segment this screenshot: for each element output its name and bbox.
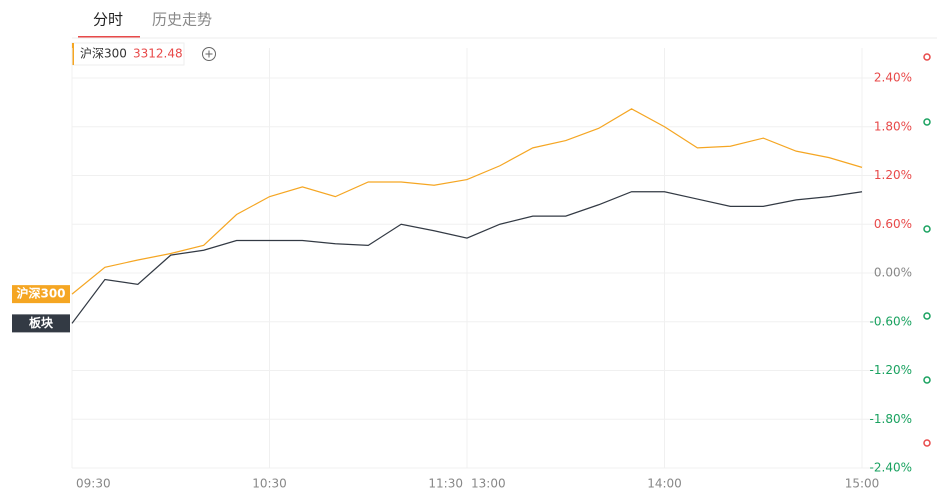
- series-tag: [12, 314, 70, 333]
- series-tag: [12, 285, 70, 304]
- x-tick-label: 14:00: [647, 477, 682, 491]
- tab-underline: [78, 36, 140, 38]
- x-tick-label: 11:30: [428, 477, 463, 491]
- legend-label: 沪深300: [80, 47, 127, 61]
- y-tick-label: -0.60%: [870, 314, 912, 328]
- legend-value: 3312.48: [133, 47, 183, 61]
- y-tick-label: 1.20%: [874, 168, 912, 182]
- series-line: [71, 191, 863, 324]
- x-tick-label: 10:30: [252, 477, 287, 491]
- y-tick-label: 2.40%: [874, 71, 912, 85]
- x-tick-label: 15:00: [845, 477, 880, 491]
- y-tick-label: -1.20%: [870, 363, 912, 377]
- series-tag-label: 板块: [29, 315, 54, 330]
- add-icon: [205, 50, 213, 58]
- tab-active[interactable]: 分时: [93, 11, 123, 29]
- y-tick-label: 0.60%: [874, 217, 912, 231]
- side-markers: [923, 53, 931, 447]
- y-tick-label: 0.00%: [874, 266, 912, 280]
- x-tick-label: 09:30: [76, 477, 111, 491]
- y-tick-label: -1.80%: [870, 412, 912, 426]
- y-tick-label: -2.40%: [870, 461, 912, 475]
- series-line: [71, 108, 863, 295]
- x-tick-label: 13:00: [471, 477, 506, 491]
- tab[interactable]: 历史走势: [152, 11, 212, 29]
- legend-swatch: [72, 43, 74, 65]
- y-tick-label: 1.80%: [874, 119, 912, 133]
- add-button[interactable]: [202, 47, 216, 61]
- series-tag-label: 沪深300: [16, 286, 65, 301]
